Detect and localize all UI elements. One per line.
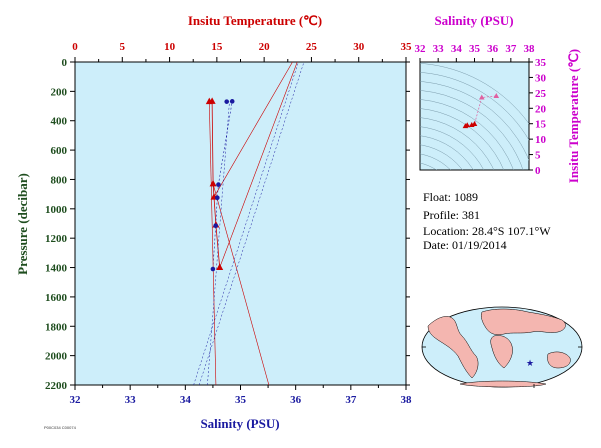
ts-salinity-tick-label: 37 [505,43,517,55]
ts-marks [462,92,500,129]
pressure-tick-label: 600 [51,145,68,157]
ts-salinity-tick-label: 32 [415,43,427,55]
salinity-tick-label: 36 [290,394,302,406]
salinity-point [210,266,216,272]
map-land-eurasia [480,308,566,335]
temperature-trace-line [212,183,270,386]
ts-y-axis-title: Insitu Temperature (℃) [566,49,581,183]
salinity-trace-line [207,101,230,386]
ts-plot-area [419,61,530,171]
temperature-tick-label: 20 [259,41,271,53]
ts-temperature-tick-label: 15 [535,119,547,131]
ts-temperature-tick-label: 30 [535,72,547,84]
salinity-point [216,182,221,187]
ts-temperature-tick-label: 5 [535,150,541,162]
salinity-tick-label: 32 [70,394,82,406]
temperature-point [208,97,216,104]
ts-salinity-tick-label: 34 [451,43,463,55]
temperature-tick-label: 10 [164,41,176,53]
map-land-americas [427,316,479,379]
float-location-marker: ★ [526,359,534,369]
temperature-tick-label: 30 [353,41,365,53]
pressure-tick-label: 0 [62,57,68,69]
ts-salinity-tick-label: 33 [433,43,445,55]
ts-point [471,121,478,127]
ts-temperature-tick-label: 35 [535,57,547,69]
ts-salinity-tick-label: 35 [469,43,481,55]
pressure-axis-title: Pressure (decibar) [15,173,30,275]
ts-temperature-tick-label: 25 [535,88,547,100]
temperature-point [216,263,224,271]
map-land-africa [490,335,513,369]
pressure-tick-label: 200 [51,86,68,98]
ts-point [493,92,500,98]
salinity-tick-label: 38 [401,394,413,406]
float-location: Location: 28.4°S 107.1°W [423,224,551,238]
profile-axes: 0200400600800100012001400160018002000220… [45,41,412,406]
pressure-tick-label: 800 [51,174,68,186]
pressure-tick-label: 1800 [45,321,68,333]
top-axis-title: Insitu Temperature (℃) [188,13,322,28]
bottom-axis-title: Salinity (PSU) [200,416,279,431]
salinity-tick-label: 37 [345,394,357,406]
map-land-antarctica [459,380,547,388]
temperature-point [209,179,217,187]
temperature-trace-line [208,101,217,386]
salinity-tick-label: 33 [125,394,137,406]
salinity-tick-label: 35 [235,394,247,406]
salinity-point [215,195,220,201]
temperature-trace-line [219,61,298,268]
ts-point [464,122,471,128]
temperature-tick-label: 25 [306,41,318,53]
ts-salinity-tick-label: 38 [524,43,536,55]
salinity-point [213,223,218,229]
salinity-point [229,99,235,104]
temperature-tick-label: 0 [72,41,78,53]
profile-number: Profile: 381 [423,208,480,222]
pressure-tick-label: 1000 [45,204,68,216]
salinity-trace-line [193,61,299,386]
float-number: Float: 1089 [423,190,479,204]
temperature-tick-label: 15 [211,41,223,53]
pressure-tick-label: 1600 [45,292,68,304]
ts-axes: 32 33 34 35 36 37 38 0 5 10 15 20 25 30 35 [415,43,547,177]
ts-point [478,94,485,100]
pressure-tick-label: 400 [51,116,68,128]
ts-temperature-tick-label: 0 [535,165,541,177]
pressure-tick-label: 2200 [45,380,68,392]
salinity-tick-label: 34 [180,394,192,406]
profile-date: Date: 01/19/2014 [423,238,507,252]
pressure-tick-label: 2000 [45,351,68,363]
temperature-tick-label: 35 [401,41,413,53]
ts-salinity-tick-label: 36 [487,43,499,55]
salinity-trace-line [198,61,305,386]
pressure-tick-label: 1400 [45,263,68,275]
ts-temperature-tick-label: 20 [535,103,547,115]
profile-marks [205,97,235,272]
pressure-tick-label: 1200 [45,233,68,245]
salinity-point [224,99,230,104]
ts-x-axis-title: Salinity (PSU) [434,13,513,28]
footer-code: P00C034 C00074 [44,425,77,430]
location-map: ★ [421,306,583,388]
map-land-australia [547,351,571,369]
ts-temperature-tick-label: 10 [535,134,547,146]
profile-plot-area [74,61,407,386]
temperature-trace-line [213,61,293,198]
temperature-tick-label: 5 [120,41,126,53]
